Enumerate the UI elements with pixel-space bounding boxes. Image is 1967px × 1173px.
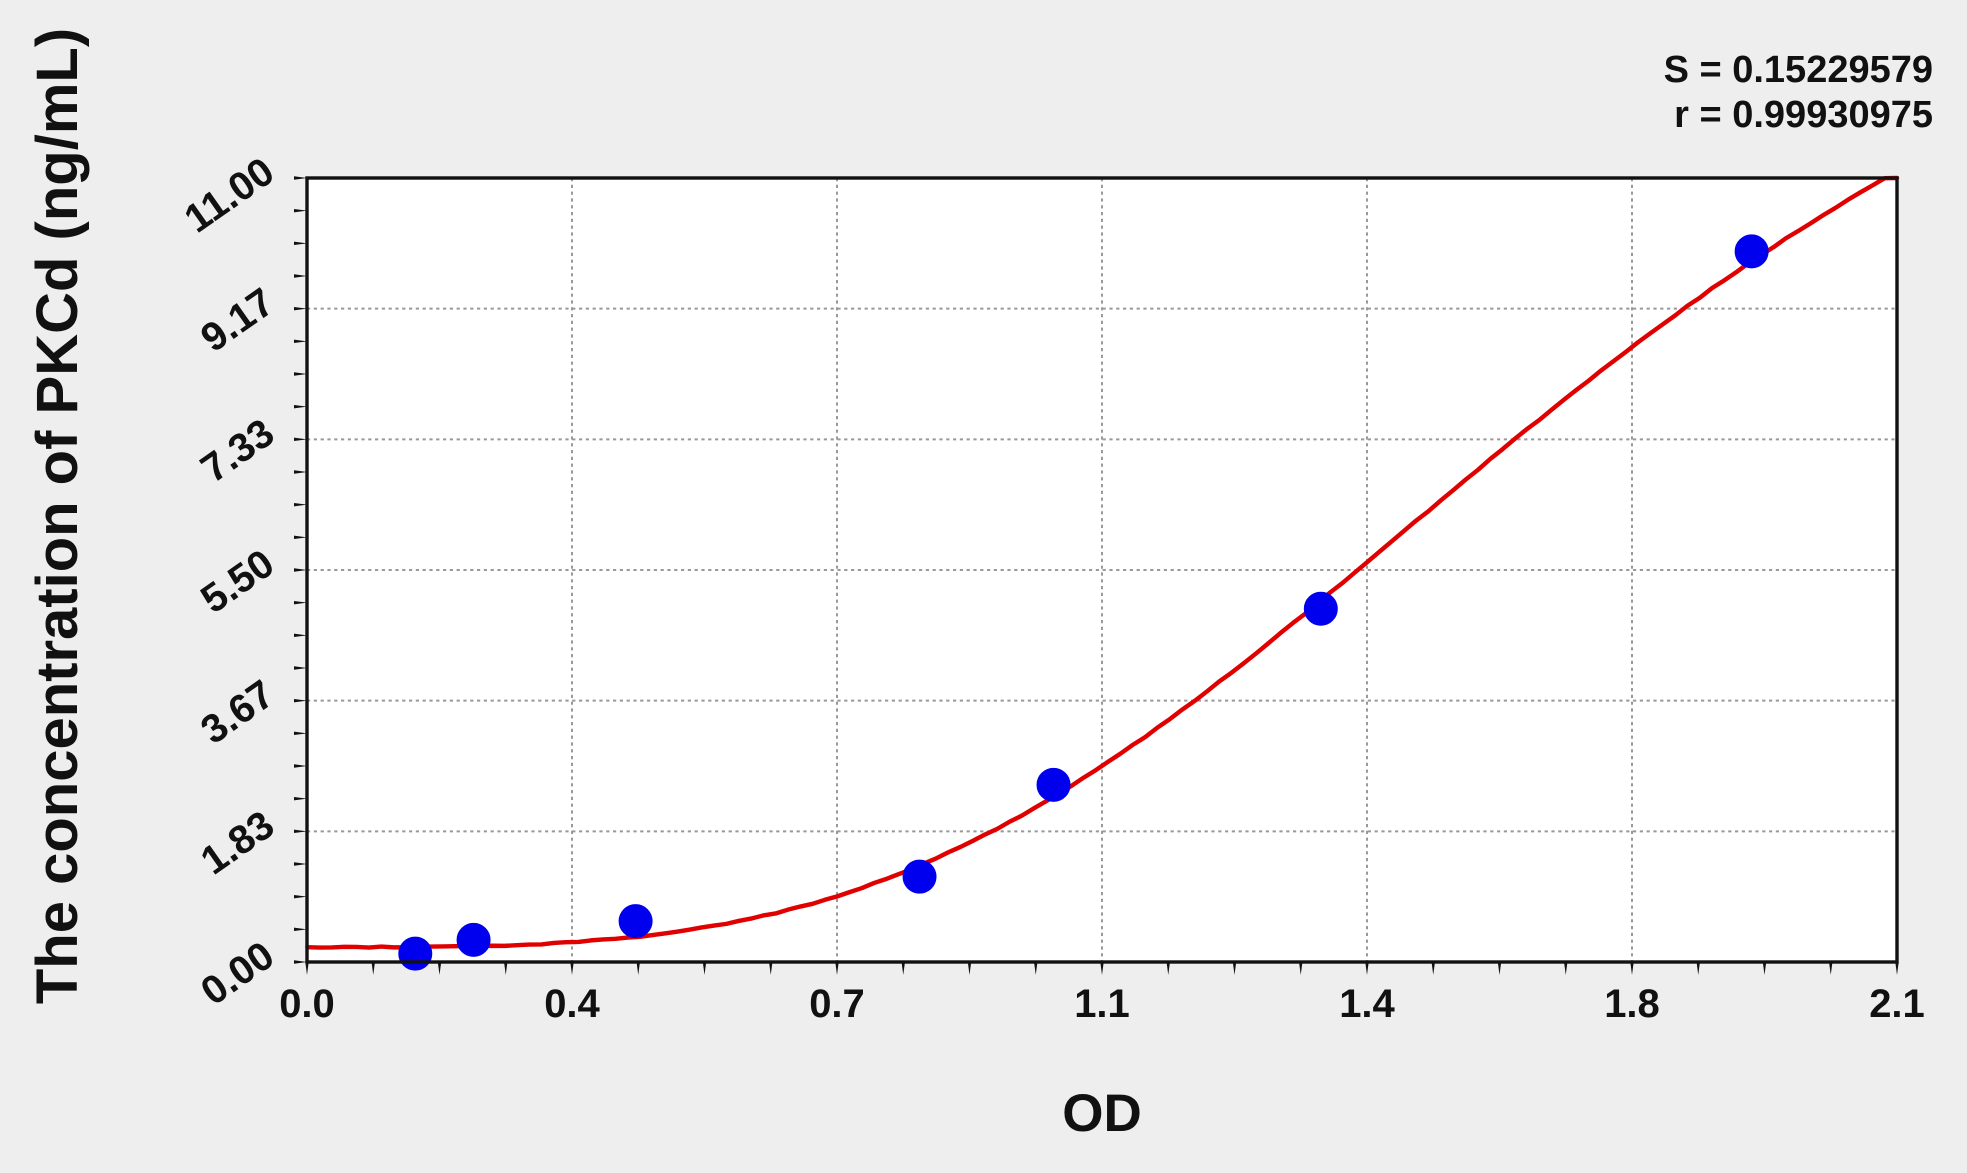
svg-text:1.4: 1.4 xyxy=(1339,982,1395,1026)
svg-text:S = 0.15229579: S = 0.15229579 xyxy=(1664,49,1933,91)
svg-text:r = 0.99930975: r = 0.99930975 xyxy=(1674,94,1933,136)
svg-text:1.8: 1.8 xyxy=(1604,982,1660,1026)
svg-text:The concentration of PKCd (ng/: The concentration of PKCd (ng/mL) xyxy=(25,28,90,1004)
svg-text:0.7: 0.7 xyxy=(809,982,865,1026)
svg-text:OD: OD xyxy=(1062,1084,1142,1143)
svg-text:1.1: 1.1 xyxy=(1074,982,1130,1026)
svg-text:0.0: 0.0 xyxy=(279,982,335,1026)
svg-text:2.1: 2.1 xyxy=(1869,982,1925,1026)
svg-text:0.4: 0.4 xyxy=(544,982,600,1026)
